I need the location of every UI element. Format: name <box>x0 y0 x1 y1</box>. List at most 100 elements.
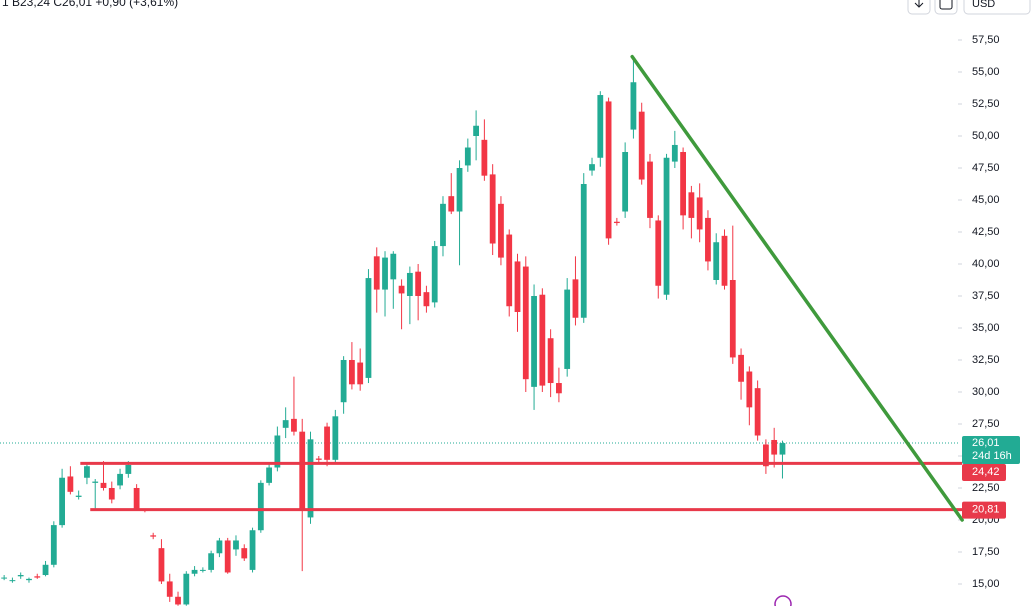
candle-body <box>771 439 778 455</box>
candle-body <box>59 477 65 526</box>
level-tag <box>962 501 1006 519</box>
candle-body <box>481 139 488 176</box>
y-tick-label: 45,00 <box>972 194 1000 206</box>
candle-body <box>67 476 74 492</box>
candle-body <box>150 535 157 537</box>
candle-body <box>597 95 604 158</box>
candle-body <box>721 235 728 286</box>
candle-body <box>257 482 264 531</box>
candle-body <box>100 482 107 488</box>
event-icon[interactable] <box>774 595 792 606</box>
candle-body <box>291 418 297 432</box>
candle-body <box>9 580 16 582</box>
trendline <box>630 54 964 522</box>
y-tick-label: 52,50 <box>972 98 1000 110</box>
y-tick-label: 57,50 <box>972 34 1000 46</box>
candle-body <box>390 253 397 280</box>
candle-body <box>224 540 231 573</box>
candle-body <box>647 161 653 218</box>
candle-body <box>382 257 388 290</box>
candle-body <box>779 443 786 455</box>
candle-body <box>75 495 82 497</box>
candle-body <box>613 221 620 224</box>
currency-label: USD <box>972 0 995 10</box>
last-price-label: 26,01 <box>972 437 1000 449</box>
last-price-tag <box>962 436 1020 465</box>
candle-body <box>191 569 198 574</box>
candle-body <box>415 271 422 296</box>
candle-body <box>688 192 695 218</box>
currency-button[interactable] <box>963 0 1031 15</box>
candle-body <box>506 234 513 307</box>
candle-body <box>175 596 181 605</box>
candle-body <box>406 272 413 296</box>
download-icon <box>914 0 924 8</box>
candle-body <box>1 577 8 579</box>
candle-body <box>324 426 330 460</box>
candle-body <box>34 576 41 578</box>
candle-body <box>763 444 769 467</box>
candle-body <box>125 464 132 474</box>
candle-body <box>332 416 339 460</box>
candle-body <box>746 371 753 408</box>
candle-body <box>158 548 165 582</box>
candle-body <box>274 435 281 468</box>
candle-body <box>589 164 595 171</box>
candle-body <box>456 167 463 212</box>
y-tick-label: 50,00 <box>972 130 1000 142</box>
y-tick-label: 42,50 <box>972 226 1000 238</box>
candle-body <box>17 575 24 577</box>
candle-body <box>671 144 678 162</box>
candle-body <box>266 467 272 483</box>
candle-body <box>282 420 289 428</box>
candle-body <box>117 473 123 486</box>
candle-body <box>233 540 239 550</box>
candle-body <box>713 242 720 280</box>
countdown-label: 24d 16h <box>972 450 1012 462</box>
candle-body <box>605 101 612 239</box>
candle-body <box>299 431 306 510</box>
y-tick-label: 55,00 <box>972 66 1000 78</box>
candle-body <box>42 564 49 576</box>
level-tag-label: 24,42 <box>972 466 1000 478</box>
candle-body <box>663 157 670 295</box>
candle-body <box>92 481 99 483</box>
candle-body <box>199 569 206 571</box>
ohlc-legend: 1 B23,24 C26,01 +0,90 (+3,61%) <box>2 0 178 9</box>
candle-body <box>754 388 761 436</box>
candle-body <box>738 354 744 382</box>
candle-body <box>680 151 687 216</box>
candle-body <box>315 458 322 460</box>
candle-body <box>423 292 430 307</box>
level-tag <box>962 464 1006 482</box>
candle-body <box>340 359 347 403</box>
candle-body <box>564 289 571 369</box>
candle-body <box>655 220 662 286</box>
y-tick-label: 17,50 <box>972 546 1000 558</box>
candle-body <box>580 183 587 318</box>
candle-body <box>531 295 537 387</box>
y-tick-label: 30,00 <box>972 386 1000 398</box>
y-tick-label: 40,00 <box>972 258 1000 270</box>
candle-body <box>208 553 215 570</box>
candle-body <box>431 246 438 303</box>
candle-body <box>241 548 248 559</box>
candle-body <box>489 174 496 244</box>
candle-body <box>514 261 521 312</box>
candle-body <box>84 466 90 478</box>
level-tag-label: 20,81 <box>972 504 1000 516</box>
y-tick-label: 15,00 <box>972 578 1000 590</box>
candle-body <box>448 196 455 212</box>
candle-body <box>349 359 355 385</box>
candle-body <box>183 573 190 605</box>
candle-body <box>108 487 115 500</box>
candle-body <box>398 285 405 294</box>
candle-body <box>440 203 446 247</box>
candle-body <box>357 362 364 385</box>
candle-body <box>464 147 471 166</box>
y-tick-label: 35,00 <box>972 322 1000 334</box>
candle-body <box>26 578 32 581</box>
fullscreen-button[interactable] <box>934 0 958 15</box>
